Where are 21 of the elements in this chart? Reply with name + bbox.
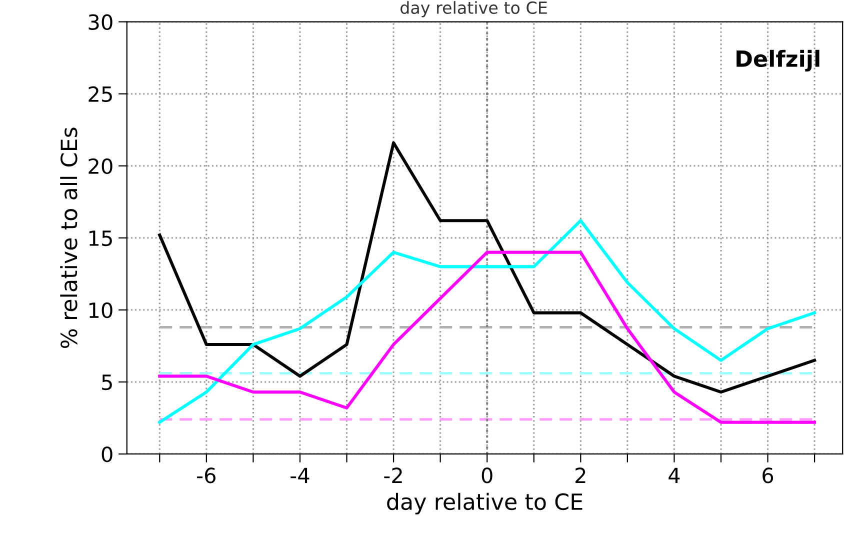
y-tick-label: 30 <box>88 14 112 30</box>
y-tick-label: 20 <box>88 158 112 174</box>
x-tick-label: -2 <box>384 468 402 484</box>
line-series <box>158 141 816 394</box>
text: day relative to CE <box>400 1 547 18</box>
x-tick-label: 6 <box>762 468 774 484</box>
x-tick-label: -6 <box>197 468 216 484</box>
y-axis-title: % relative to all CEs <box>60 128 78 348</box>
x-axis-title: day relative to CE <box>387 492 582 514</box>
annotation: Delfzijl <box>736 50 820 72</box>
x-tick-label: 4 <box>668 468 680 484</box>
y-tick-label: 5 <box>102 374 112 390</box>
line-series <box>158 219 816 424</box>
y-tick-label: 25 <box>88 86 112 102</box>
line-series <box>158 250 816 424</box>
y-tick-label: 10 <box>89 302 112 318</box>
x-tick-label: 0 <box>482 468 492 484</box>
x-tick-label: -4 <box>290 468 310 484</box>
y-tick-label: 15 <box>89 230 112 246</box>
x-tick-label: 2 <box>576 468 586 484</box>
y-tick-label: 0 <box>102 446 112 462</box>
